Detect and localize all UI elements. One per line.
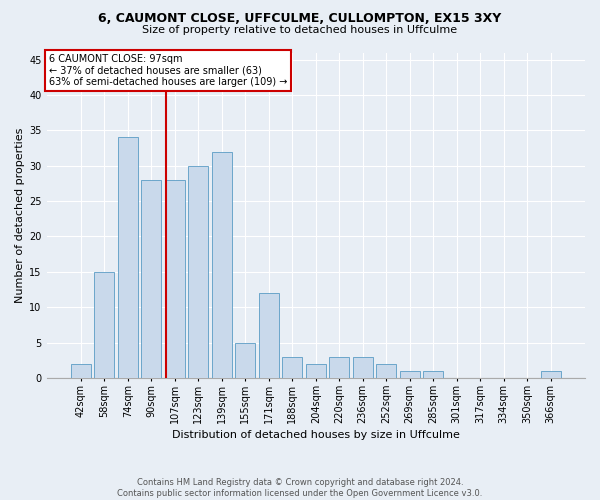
Bar xyxy=(423,371,443,378)
Text: 6, CAUMONT CLOSE, UFFCULME, CULLOMPTON, EX15 3XY: 6, CAUMONT CLOSE, UFFCULME, CULLOMPTON, … xyxy=(98,12,502,26)
Bar xyxy=(353,357,373,378)
Bar xyxy=(329,357,349,378)
Bar xyxy=(165,180,185,378)
Bar xyxy=(306,364,326,378)
Bar xyxy=(283,357,302,378)
Bar xyxy=(541,371,560,378)
Bar xyxy=(188,166,208,378)
Bar xyxy=(142,180,161,378)
X-axis label: Distribution of detached houses by size in Uffculme: Distribution of detached houses by size … xyxy=(172,430,460,440)
Bar xyxy=(235,342,256,378)
Bar xyxy=(400,371,419,378)
Bar xyxy=(212,152,232,378)
Bar xyxy=(376,364,396,378)
Text: 6 CAUMONT CLOSE: 97sqm
← 37% of detached houses are smaller (63)
63% of semi-det: 6 CAUMONT CLOSE: 97sqm ← 37% of detached… xyxy=(49,54,287,88)
Text: Contains HM Land Registry data © Crown copyright and database right 2024.
Contai: Contains HM Land Registry data © Crown c… xyxy=(118,478,482,498)
Bar xyxy=(71,364,91,378)
Bar xyxy=(94,272,115,378)
Text: Size of property relative to detached houses in Uffculme: Size of property relative to detached ho… xyxy=(142,25,458,35)
Bar xyxy=(259,293,279,378)
Bar xyxy=(118,138,138,378)
Y-axis label: Number of detached properties: Number of detached properties xyxy=(15,128,25,303)
